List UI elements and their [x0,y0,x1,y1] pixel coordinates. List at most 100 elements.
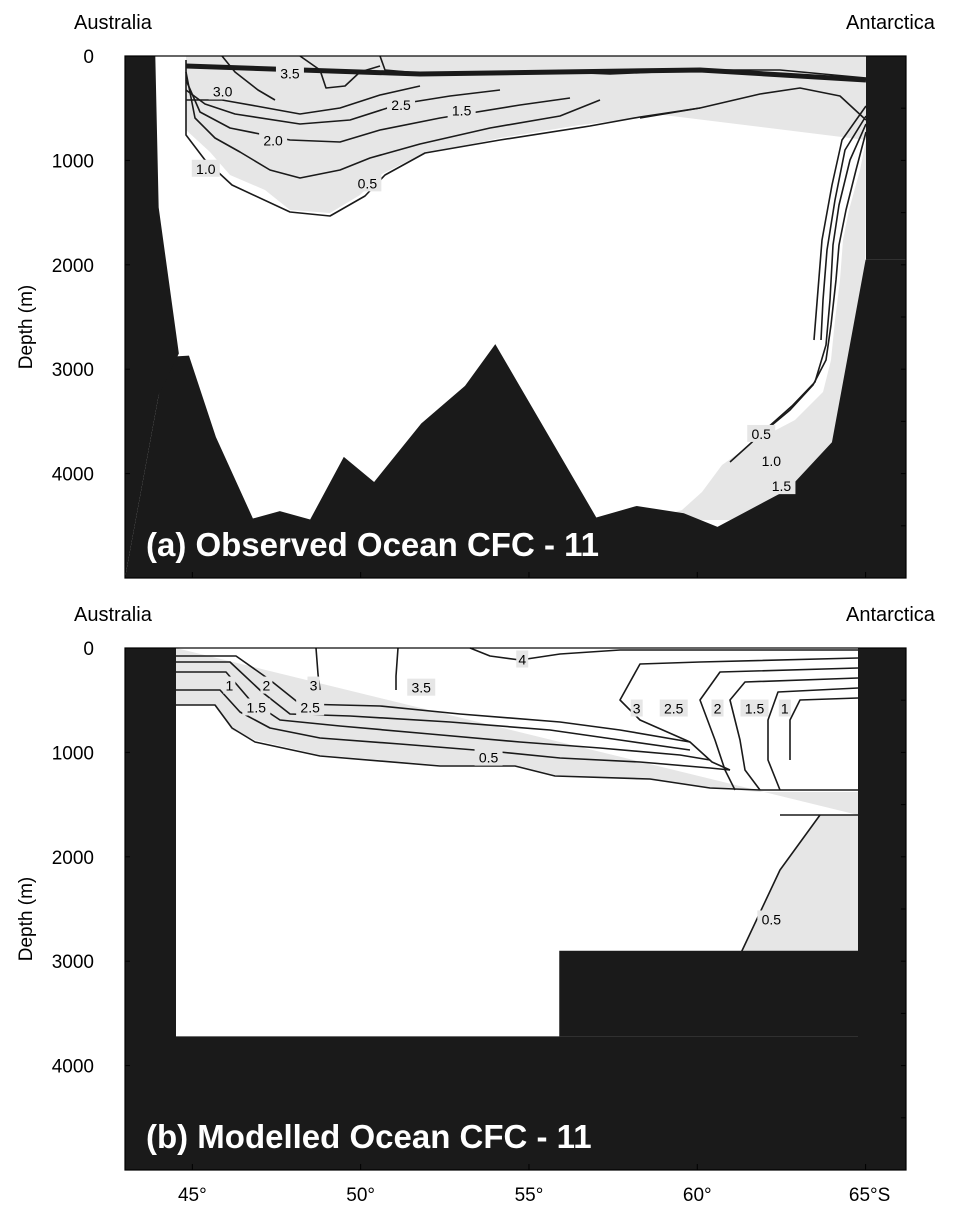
contour-line [395,647,399,690]
contour-label-bg [516,650,529,668]
contour-line [739,814,821,956]
x-tick-label: 45° [178,1185,207,1206]
contour-label: 1.5 [745,701,765,717]
contour-label-bg [757,452,786,470]
contour-label: 4 [518,651,526,667]
contour-label-bg [296,698,325,716]
contour-line [767,687,859,791]
contour-label: 1.0 [762,453,782,469]
model-ocean-floor-step [559,950,906,1037]
contour-label-bg [275,64,304,82]
ocean-floor-topography [125,259,906,578]
contour-line [789,697,859,760]
contour-line [699,667,859,791]
contour-label: 0.5 [358,175,378,191]
y-tick-label: 1000 [52,743,94,764]
contour-label-bg [778,699,791,717]
contour-line [185,71,601,179]
contour-label-bg [474,748,503,766]
contour-label-bg [747,424,776,442]
y-tick-label: 2000 [52,848,94,869]
contour-label: 0.5 [762,911,782,927]
contour-label-bg [259,131,288,149]
contour-label-bg [659,699,688,717]
contour-label: 1 [781,701,789,717]
contour-line [176,704,858,791]
y-axis-title: Depth (m) [16,285,37,369]
contour-label-bg [630,699,643,717]
contour-label-bg [387,96,416,114]
panel-title: (a) Observed Ocean CFC - 11 [146,526,599,563]
y-tick-label: 0 [83,47,94,68]
contour-line [185,79,571,143]
contour-label: 1 [225,678,233,694]
contour-line [221,55,276,101]
contour-label: 1.5 [452,102,472,118]
contour-line [469,647,858,661]
contour-label-bg [307,676,320,694]
contour-label: 3 [633,701,641,717]
contour-line [729,677,859,791]
cfc-shaded-region [186,56,866,213]
contour-label-bg [740,699,769,717]
y-tick-label: 1000 [52,151,94,172]
contour-line [176,661,691,751]
contour-label: 3.5 [280,66,300,82]
contour-line [185,89,501,125]
contour-label: 1.0 [196,161,216,177]
y-tick-label: 4000 [52,1057,94,1078]
contour-label-bg [407,678,436,696]
contour-label: 0.5 [479,750,499,766]
contour-line [820,115,867,341]
australia-label: Australia [74,12,153,34]
contour-label: 3.5 [412,680,432,696]
contour-line [176,671,711,761]
contour-line [813,105,867,341]
x-tick-label: 65°S [849,1185,890,1206]
x-tick-label: 60° [683,1185,712,1206]
antarctica-label: Antarctica [846,604,936,626]
contour-label: 1.5 [247,700,267,716]
y-axis-title: Depth (m) [16,877,37,961]
contour-line [619,657,859,771]
contour-label-bg [767,477,796,495]
y-tick-label: 3000 [52,952,94,973]
contour-label: 2 [262,678,270,694]
contour-label: 2.5 [664,701,684,717]
panel-title: (b) Modelled Ocean CFC - 11 [146,1118,592,1155]
y-tick-label: 3000 [52,360,94,381]
contour-label-bg [242,698,271,716]
contour-label-bg [191,159,220,177]
x-tick-label: 50° [346,1185,375,1206]
contour-label: 3 [310,678,318,694]
contour-line [729,131,867,463]
x-tick-label: 55° [515,1185,544,1206]
contour-label: 3.0 [213,83,233,99]
contour-line [176,689,731,771]
contour-label: 2.5 [391,97,411,113]
contour-label: 2 [714,701,722,717]
contour-label: 2.5 [300,700,320,716]
model-ocean-floor [125,1036,906,1170]
y-tick-label: 0 [83,639,94,660]
contour-label: 1.5 [772,478,792,494]
australia-continental-slope [125,56,179,578]
contour-line [186,85,421,115]
antarctica-label: Antarctica [846,12,936,34]
cfc-shaded-region [186,56,866,520]
contour-label-bg [208,82,237,100]
contour-label: 2.0 [263,133,283,149]
panel-b: 4 1 2 3 3.5 1.5 2.5 0.5 3 2.5 2 1.5 1 0.5 0 1000 2000 300… [16,604,936,1206]
contour-line [639,87,867,121]
contour-label-bg [447,101,476,119]
contour-line [176,655,691,743]
contour-label-bg [223,676,236,694]
australia-label: Australia [74,604,153,626]
contour-label-bg [353,174,382,192]
contour-label-bg [260,676,273,694]
contour-label: 0.5 [752,426,772,442]
contour-label-bg [757,910,786,928]
y-tick-label: 4000 [52,465,94,486]
contour-line [764,123,867,431]
cfc-shaded-region [176,648,858,955]
